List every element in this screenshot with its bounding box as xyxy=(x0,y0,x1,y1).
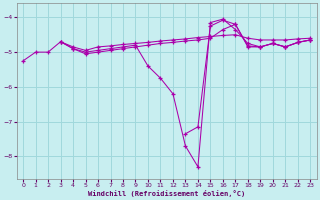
X-axis label: Windchill (Refroidissement éolien,°C): Windchill (Refroidissement éolien,°C) xyxy=(88,190,245,197)
